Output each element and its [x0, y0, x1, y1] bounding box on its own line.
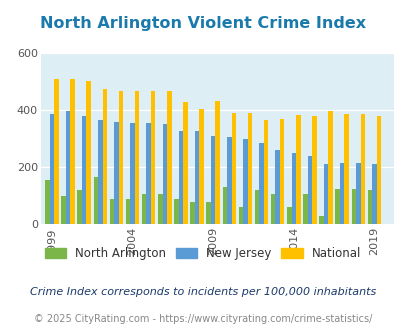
Bar — [190, 202, 194, 224]
Bar — [151, 90, 155, 224]
Bar — [174, 199, 178, 224]
Bar — [318, 216, 323, 224]
Bar — [303, 194, 307, 224]
Bar — [247, 113, 252, 224]
Bar — [254, 190, 259, 224]
Bar — [134, 90, 139, 224]
Bar — [211, 136, 215, 224]
Bar — [355, 163, 360, 224]
Bar — [328, 112, 332, 224]
Bar — [231, 113, 235, 224]
Bar — [275, 150, 279, 224]
Bar — [215, 101, 220, 224]
Bar — [226, 137, 231, 224]
Bar — [367, 190, 371, 224]
Bar — [178, 131, 183, 224]
Bar — [291, 153, 295, 224]
Bar — [376, 116, 380, 224]
Bar — [141, 194, 146, 224]
Bar — [206, 202, 211, 224]
Bar — [311, 116, 316, 224]
Bar — [270, 194, 275, 224]
Bar — [86, 82, 91, 224]
Bar — [82, 116, 86, 224]
Bar — [61, 196, 66, 224]
Bar — [114, 122, 118, 224]
Legend: North Arlington, New Jersey, National: North Arlington, New Jersey, National — [45, 247, 360, 260]
Bar — [70, 79, 75, 224]
Bar — [158, 194, 162, 224]
Bar — [183, 102, 187, 224]
Bar — [118, 91, 123, 224]
Text: North Arlington Violent Crime Index: North Arlington Violent Crime Index — [40, 16, 365, 31]
Bar — [66, 112, 70, 224]
Bar — [93, 177, 98, 224]
Bar — [77, 190, 82, 224]
Bar — [166, 91, 171, 224]
Bar — [109, 199, 114, 224]
Bar — [49, 114, 54, 224]
Bar — [238, 207, 243, 224]
Bar — [307, 156, 311, 224]
Bar — [222, 187, 226, 224]
Text: Crime Index corresponds to incidents per 100,000 inhabitants: Crime Index corresponds to incidents per… — [30, 287, 375, 297]
Bar — [286, 207, 291, 224]
Bar — [54, 79, 58, 224]
Bar — [360, 114, 364, 224]
Bar — [295, 115, 300, 224]
Bar — [339, 163, 343, 224]
Bar — [98, 120, 102, 224]
Bar — [102, 89, 107, 224]
Bar — [146, 123, 151, 224]
Bar — [45, 180, 49, 224]
Bar — [351, 189, 355, 224]
Bar — [162, 124, 166, 224]
Bar — [263, 120, 268, 224]
Bar — [279, 118, 284, 224]
Bar — [130, 123, 134, 224]
Bar — [243, 139, 247, 224]
Bar — [343, 114, 348, 224]
Bar — [126, 199, 130, 224]
Text: © 2025 CityRating.com - https://www.cityrating.com/crime-statistics/: © 2025 CityRating.com - https://www.city… — [34, 314, 371, 324]
Bar — [199, 109, 203, 224]
Bar — [259, 143, 263, 224]
Bar — [194, 131, 199, 224]
Bar — [371, 164, 376, 224]
Bar — [335, 189, 339, 224]
Bar — [323, 164, 328, 224]
